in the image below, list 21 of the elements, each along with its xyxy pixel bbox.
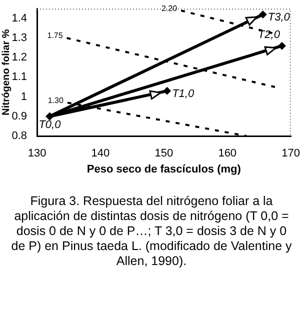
y-tick-label: 1 <box>20 90 27 103</box>
text: Figura 3. Respuesta del nitrógeno foliar a la aplicación de distintas dosis de nitrógeno (T 0,0 = dosis 0 de N y 0 de P…; T 3,0 = dosis 3 de N y 0 de P) en Pinus taeda L. (modificado de Valentine y Allen, 1990). <box>10 194 293 269</box>
y-tick-label: 1.1 <box>12 71 27 84</box>
annotation: T3,0 <box>268 12 291 24</box>
x-tick-label: 130 <box>28 148 46 160</box>
y-tick-label: 1.4 <box>12 12 27 24</box>
y-axis-title: Nitrógeno foliar % <box>0 29 12 116</box>
y-tick-label: 0.8 <box>12 130 27 142</box>
y-tick-label: 1.2 <box>12 52 27 64</box>
annotation: 1.75 <box>47 31 64 40</box>
annotation: T1,0 <box>172 88 195 100</box>
annotation: T0,0 <box>38 118 62 131</box>
annotation: 2.20 <box>161 4 178 13</box>
x-tick-label: 150 <box>154 148 174 160</box>
y-tick-label: 1.3 <box>12 32 27 44</box>
y-tick-label: 0.9 <box>12 110 27 122</box>
x-tick-label: 140 <box>91 148 110 160</box>
x-axis-title: Peso seco de fascículos (mg) <box>86 163 242 176</box>
x-tick-label: 160 <box>218 148 237 160</box>
annotation: 1.30 <box>48 96 64 105</box>
x-tick-label: 170 <box>282 148 300 160</box>
